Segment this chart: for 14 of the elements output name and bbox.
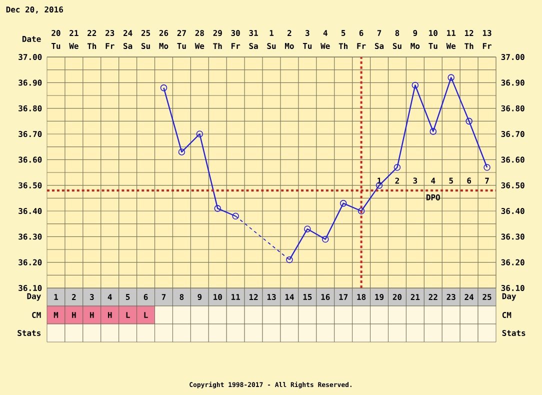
point (160, 84, 168, 92)
point (394, 164, 401, 171)
point (484, 164, 490, 171)
point (214, 205, 222, 212)
point (196, 130, 204, 138)
point (448, 74, 454, 81)
point (412, 82, 419, 89)
point (178, 148, 186, 156)
point (430, 128, 437, 135)
point (322, 236, 329, 243)
point (340, 200, 347, 207)
point (466, 118, 472, 125)
point (358, 208, 365, 214)
point (304, 226, 311, 232)
